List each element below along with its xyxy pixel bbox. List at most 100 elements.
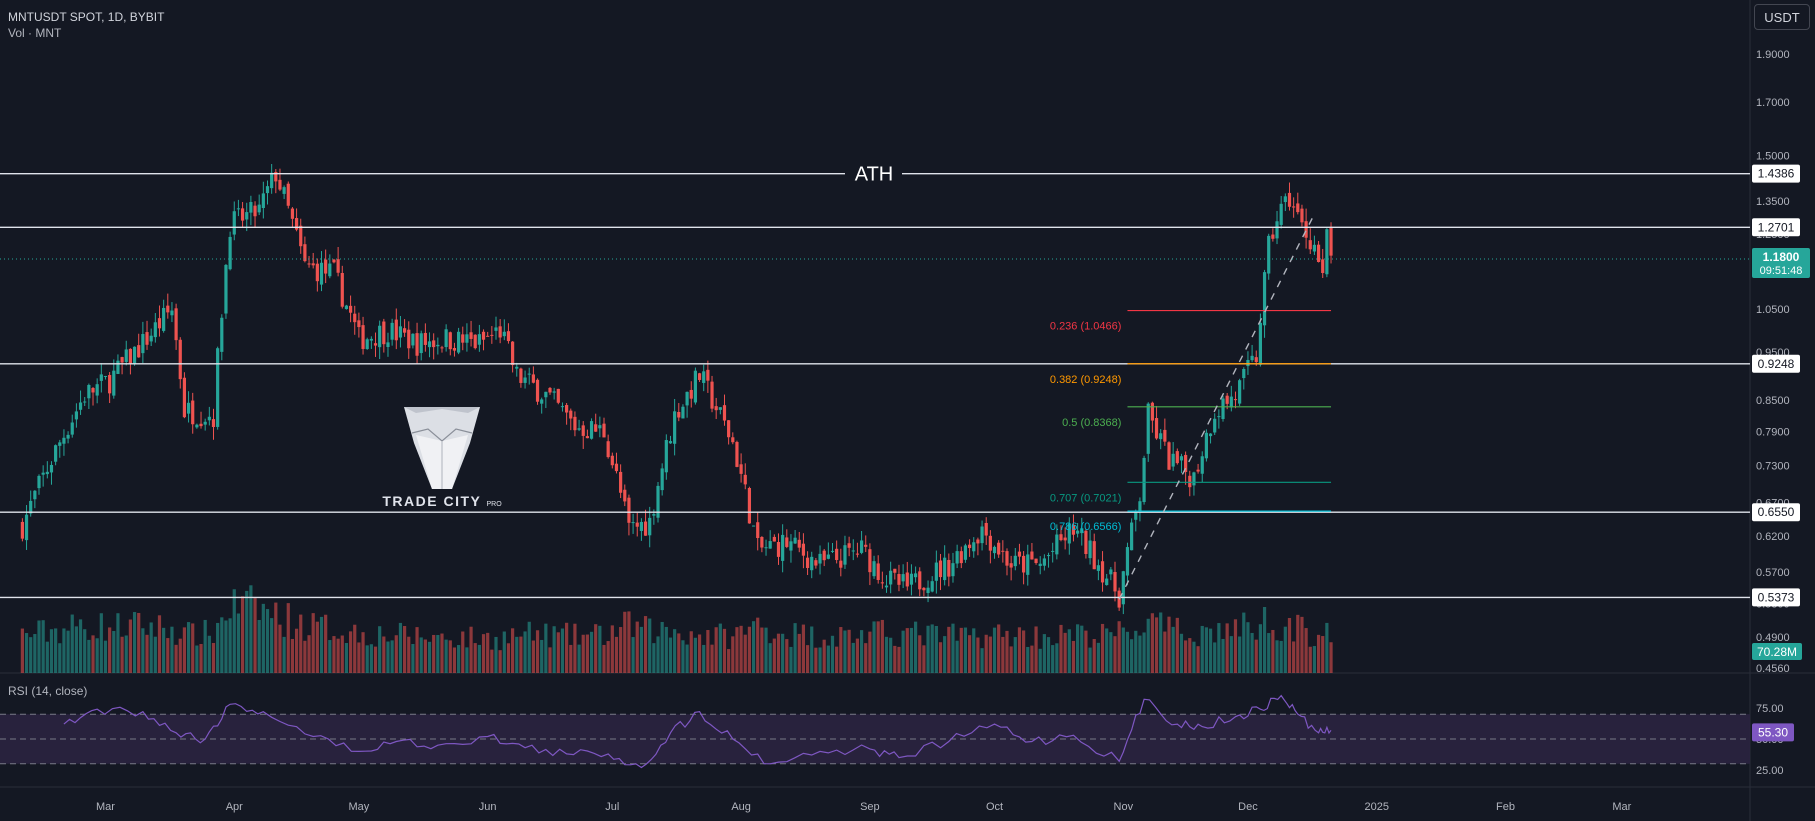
volume-bar [943, 636, 947, 673]
candle-body [24, 514, 29, 541]
candle-body [855, 553, 860, 555]
candle-body [78, 402, 83, 410]
volume-bar [1179, 633, 1184, 673]
volume-bar [673, 629, 677, 673]
volume-bar [1055, 643, 1059, 673]
volume-bar [922, 645, 926, 673]
candle-body [913, 573, 918, 578]
volume-bar [959, 627, 963, 673]
candle-body [249, 202, 253, 213]
candle-body [1134, 510, 1138, 520]
candle-body [1242, 368, 1246, 379]
candle-body [710, 381, 714, 409]
ath-annotation: ATH [855, 164, 894, 186]
candle-body [1067, 523, 1071, 544]
volume-bar [37, 620, 41, 673]
volume-bar [1167, 616, 1171, 673]
volume-bar [49, 629, 54, 673]
candle-body [348, 305, 353, 313]
currency-button[interactable]: USDT [1754, 4, 1810, 30]
candle-body [481, 331, 486, 340]
price-tick-label: 1.7000 [1756, 97, 1790, 109]
volume-bar [743, 634, 747, 673]
candle-body [99, 374, 103, 381]
volume-bar [278, 624, 282, 673]
price-tick-label: 1.3500 [1756, 196, 1790, 208]
volume-bar [1250, 632, 1254, 673]
fib-trend-line [1118, 213, 1316, 600]
candle-body [639, 521, 643, 531]
candle-body [1229, 396, 1233, 408]
volume-bar [502, 631, 506, 673]
candle-body [307, 263, 311, 265]
volume-bar [490, 649, 494, 673]
volume-bar [830, 635, 835, 673]
candle-body [905, 572, 909, 587]
candle-body [668, 441, 673, 444]
candle-body [1088, 540, 1092, 559]
candle-body [1080, 528, 1084, 534]
volume-bar [1017, 627, 1022, 673]
volume-bar [319, 616, 324, 673]
volume-bar [822, 639, 826, 673]
volume-bar [220, 617, 224, 673]
volume-bar [378, 626, 382, 673]
volume-bar [656, 636, 660, 673]
candle-body [1221, 398, 1225, 420]
volume-bar [897, 646, 901, 673]
volume-bar [735, 627, 739, 673]
volume-bar [348, 631, 353, 673]
volume-bar [1196, 646, 1200, 673]
candle-body [1042, 558, 1046, 566]
candle-body [1254, 357, 1258, 363]
bar-countdown-label: 09:51:48 [1760, 265, 1803, 277]
candle-body [660, 468, 664, 491]
volume-bar [1246, 622, 1250, 673]
candle-body [922, 587, 926, 591]
candle-body [419, 333, 423, 354]
candle-body [195, 424, 199, 428]
volume-bar [1092, 639, 1096, 673]
volume-bar [141, 628, 145, 673]
volume-bar [182, 627, 187, 673]
symbol-title[interactable]: MNTUSDT SPOT, 1D, BYBIT [8, 10, 165, 24]
volume-bar [1080, 625, 1084, 673]
volume-bar [452, 647, 457, 673]
candle-body [324, 259, 328, 274]
candle-body [112, 370, 116, 396]
candle-body [191, 400, 195, 425]
volume-bar [294, 628, 299, 673]
volume-bar [581, 634, 585, 673]
volume-bar [1084, 630, 1088, 673]
candle-body [216, 348, 220, 427]
volume-bar [972, 628, 976, 673]
volume-bar [660, 621, 664, 673]
candle-body [1200, 456, 1204, 474]
time-tick-label: Sep [860, 801, 880, 813]
candle-body [494, 327, 498, 331]
candle-body [83, 401, 87, 403]
volume-bar [457, 645, 461, 673]
candle-body [157, 318, 162, 329]
candle-body [1167, 442, 1171, 470]
candle-body [473, 334, 477, 349]
volume-legend[interactable]: Vol · MNT [8, 26, 62, 40]
rsi-legend[interactable]: RSI (14, close) [8, 684, 88, 698]
volume-bar [274, 602, 278, 673]
candle-body [274, 172, 278, 182]
volume-bar [727, 649, 731, 673]
volume-bar [706, 630, 710, 673]
volume-bar [552, 626, 556, 673]
candle-body [635, 522, 639, 527]
candle-body [722, 405, 727, 421]
candle-body [589, 421, 594, 439]
candle-body [702, 371, 706, 383]
volume-bar [66, 630, 70, 673]
volume-bar [963, 627, 968, 673]
candle-body [1022, 555, 1026, 573]
candle-body [997, 542, 1001, 555]
volume-bar [938, 642, 943, 673]
volume-bar [1329, 642, 1333, 673]
candle-body [814, 560, 818, 566]
